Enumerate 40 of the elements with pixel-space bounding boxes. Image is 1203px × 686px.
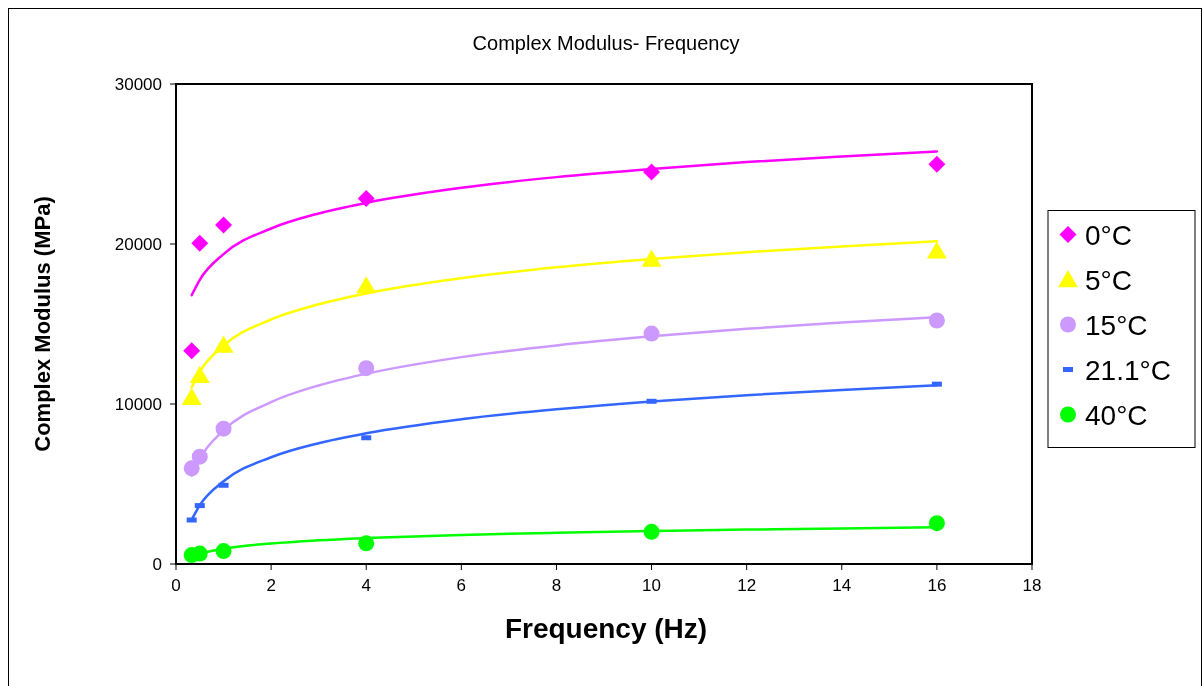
point <box>643 523 660 540</box>
legend-label: 21.1°C <box>1085 354 1171 386</box>
y-tick-label: 0 <box>152 555 162 574</box>
x-tick-label: 18 <box>1022 576 1042 595</box>
legend-label: 15°C <box>1085 309 1148 341</box>
y-tick-label: 10000 <box>114 395 162 414</box>
x-tick-label: 6 <box>456 576 467 595</box>
x-tick-label: 2 <box>266 576 276 595</box>
x-tick-label: 12 <box>737 576 757 595</box>
point <box>189 365 210 384</box>
y-axis-title: Complex Modulus (MPa) <box>30 196 55 452</box>
point <box>641 249 662 267</box>
point <box>191 448 208 465</box>
point <box>213 335 234 353</box>
point <box>215 543 232 560</box>
x-tick-label: 8 <box>551 576 562 595</box>
point <box>926 241 947 259</box>
point <box>357 189 375 207</box>
x-tick-label: 4 <box>361 576 371 595</box>
legend-label: 5°C <box>1085 264 1132 296</box>
y-tick-label: 20000 <box>114 235 162 254</box>
point <box>358 535 375 552</box>
chart-title: Complex Modulus- Frequency <box>472 32 740 54</box>
x-tick-label: 16 <box>927 576 947 595</box>
point <box>358 360 375 377</box>
y-tick-label: 30000 <box>114 75 162 94</box>
point <box>183 460 200 477</box>
point <box>928 312 945 329</box>
legend-label: 40°C <box>1085 399 1148 431</box>
point <box>181 387 202 405</box>
point <box>643 325 660 342</box>
point <box>215 420 232 437</box>
x-tick-label: 14 <box>832 576 852 595</box>
legend-label: 0°C <box>1085 219 1132 251</box>
point <box>928 515 945 532</box>
x-tick-label: 0 <box>171 576 181 595</box>
point <box>356 276 377 294</box>
line-series <box>190 150 939 297</box>
x-axis-title: Frequency (Hz) <box>504 613 708 644</box>
x-tick-label: 10 <box>642 576 662 595</box>
